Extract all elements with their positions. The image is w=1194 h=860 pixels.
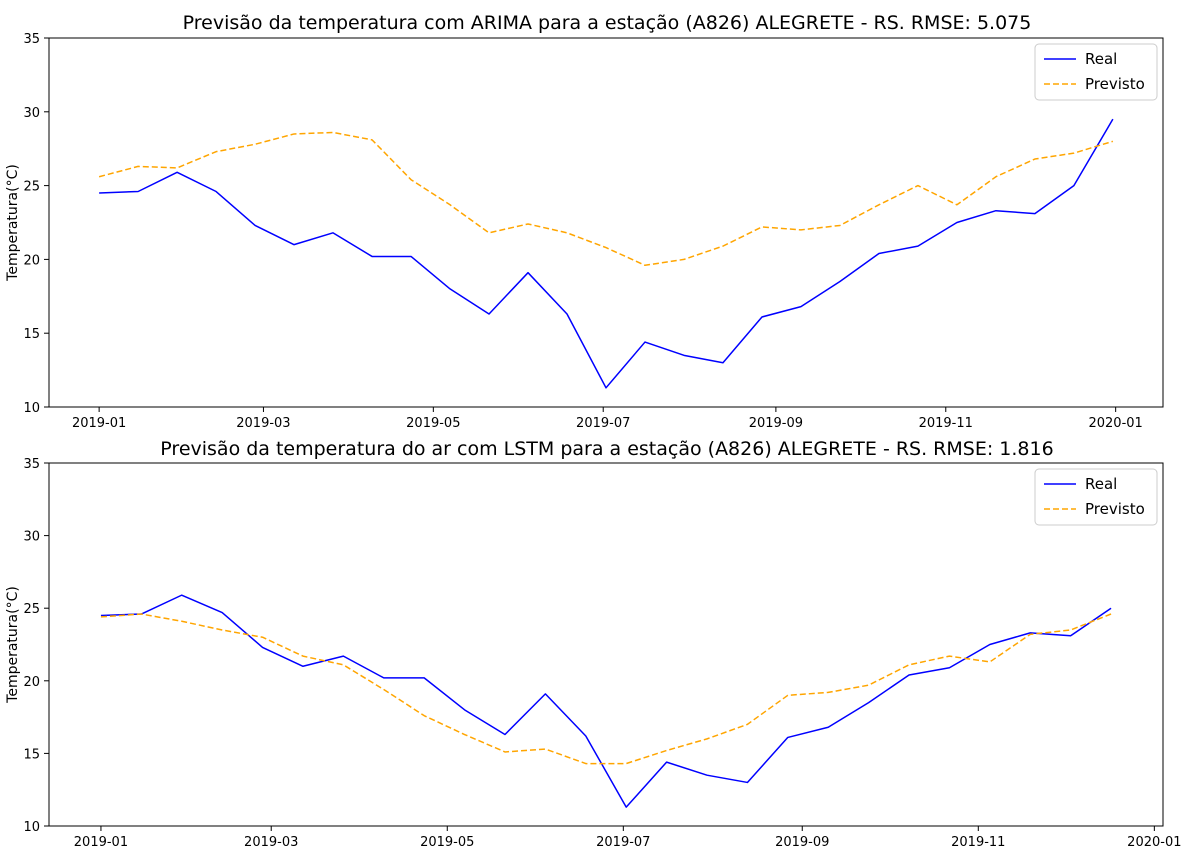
y-tick-label: 35 [23, 457, 40, 472]
y-tick-label: 20 [23, 253, 40, 268]
legend-label-previsto: Previsto [1085, 500, 1145, 518]
legend: Real Previsto [1034, 468, 1158, 526]
y-tick-label: 25 [23, 602, 40, 617]
x-tick-label: 2019-03 [236, 416, 290, 431]
x-tick-label: 2019-07 [576, 416, 630, 431]
legend: Real Previsto [1034, 43, 1158, 101]
y-tick-label: 25 [23, 180, 40, 195]
y-tick-label: 15 [23, 747, 40, 762]
legend-label-real: Real [1085, 50, 1117, 68]
plot-frame [48, 37, 1164, 408]
y-tick-label: 20 [23, 675, 40, 690]
plot-frame [48, 462, 1164, 827]
y-tick-label: 15 [23, 327, 40, 342]
x-tick-label: 2019-01 [72, 416, 126, 431]
x-tick-label: 2019-09 [775, 835, 829, 850]
y-axis-label: Temperatura(°C) [5, 164, 21, 282]
chart-arima: Previsão da temperatura com ARIMA para a… [5, 12, 1164, 431]
x-tick-label: 2019-05 [420, 835, 474, 850]
series-line-real [100, 594, 1112, 808]
y-tick-label: 35 [23, 32, 40, 47]
legend-label-previsto: Previsto [1085, 75, 1145, 93]
x-tick-label: 2020-01 [1088, 416, 1142, 431]
y-tick-label: 10 [23, 820, 40, 835]
legend-box [1034, 468, 1158, 526]
x-tick-label: 2019-11 [919, 416, 973, 431]
series-line-real [99, 118, 1114, 389]
x-tick-label: 2019-09 [749, 416, 803, 431]
y-axis-label: Temperatura(°C) [5, 586, 21, 704]
x-tick-label: 2019-01 [74, 835, 128, 850]
x-tick-label: 2019-07 [596, 835, 650, 850]
x-tick-label: 2019-03 [244, 835, 298, 850]
x-tick-label: 2019-05 [406, 416, 460, 431]
legend-label-real: Real [1085, 475, 1117, 493]
chart-title: Previsão da temperatura com ARIMA para a… [183, 12, 1032, 34]
chart-lstm: Previsão da temperatura do ar com LSTM p… [5, 438, 1182, 850]
legend-box [1034, 43, 1158, 101]
x-tick-label: 2020-01 [1127, 835, 1181, 850]
y-tick-label: 30 [23, 530, 40, 545]
series-line-previsto [100, 613, 1112, 765]
chart-title: Previsão da temperatura do ar com LSTM p… [160, 438, 1053, 460]
series-line-previsto [98, 131, 1114, 267]
y-tick-label: 30 [23, 106, 40, 121]
x-tick-label: 2019-11 [951, 835, 1005, 850]
y-tick-label: 10 [23, 401, 40, 416]
